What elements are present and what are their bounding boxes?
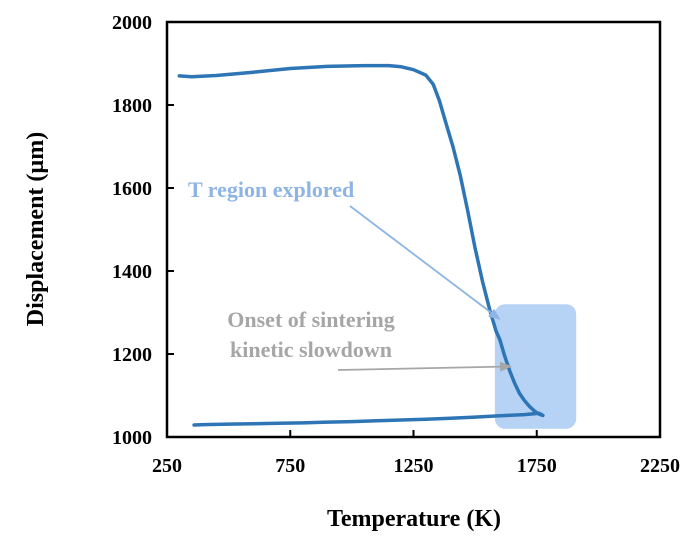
x-tick-label: 250 [152,455,182,477]
y-tick-label: 1800 [112,95,152,117]
x-tick-label: 1750 [517,455,557,477]
highlight-region [494,304,577,429]
x-tick-label: 750 [275,455,305,477]
y-axis-title: Displacement (µm) [23,132,49,326]
annotation-arrow-t-region [349,205,501,320]
y-tick-label: 2000 [112,12,152,34]
y-tick-label: 1400 [112,261,152,283]
y-tick-label: 1600 [112,178,152,200]
annotation-arrow-onset [337,361,513,372]
x-tick-label: 2250 [640,455,680,477]
y-tick-label: 1200 [112,344,152,366]
annotation-t-region: T region explored [188,177,354,202]
x-axis-title: Temperature (K) [327,506,501,532]
plot-frame [165,20,662,439]
annotation-onset: Onset of sintering kinetic slowdown [227,307,394,362]
y-tick-label: 1000 [112,427,152,449]
series-line [177,63,545,427]
x-tick-label: 1250 [394,455,434,477]
